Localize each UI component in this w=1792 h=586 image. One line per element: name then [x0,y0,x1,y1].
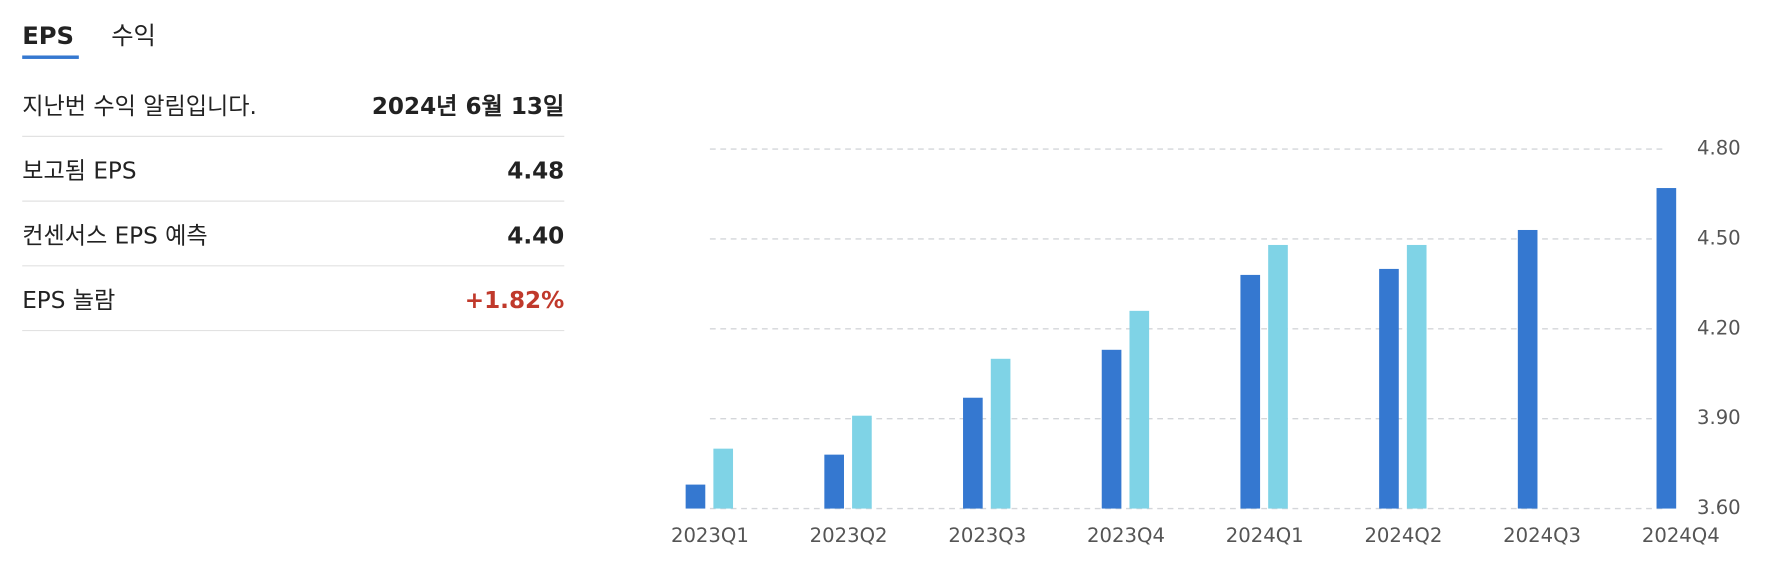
row-value: 2024년 6월 13일 [372,94,564,120]
y-tick-label: 3.90 [1697,406,1741,429]
bar [824,454,844,509]
x-tick-label: 2023Q2 [810,524,888,547]
x-tick-label: 2023Q1 [671,524,749,547]
x-tick-label: 2023Q4 [1087,524,1165,547]
bar [1406,244,1427,509]
bar [713,448,734,509]
row-label: EPS 놀람 [22,288,115,314]
y-tick-label: 4.20 [1697,316,1741,339]
bar [1101,349,1122,509]
bar [1656,188,1677,509]
tab-underline [22,55,79,59]
row-value: 4.48 [507,159,564,185]
bar [852,415,872,509]
bar [1268,244,1288,509]
bar [990,358,1011,509]
row-label: 보고됨 EPS [22,159,136,185]
x-tick-label: 2024Q2 [1364,524,1442,547]
x-tick-label: 2024Q3 [1503,524,1581,547]
tab-eps[interactable]: EPS [22,21,74,50]
x-tick-label: 2024Q1 [1226,524,1304,547]
row-value: +1.82% [465,288,565,314]
x-tick-label: 2023Q3 [948,524,1026,547]
y-tick-label: 4.80 [1697,137,1741,160]
row-label: 지난번 수익 알림입니다. [22,94,257,120]
bar [1517,229,1538,509]
tab-revenue[interactable]: 수익 [111,21,156,50]
bar [685,484,706,509]
bar [963,397,983,509]
row-label: 컨센서스 EPS 예측 [22,223,207,249]
y-tick-label: 3.60 [1697,496,1741,519]
y-tick-label: 4.50 [1697,226,1741,249]
bar [1240,274,1261,509]
row-value: 4.40 [507,223,564,249]
bar [1129,310,1150,509]
x-tick-label: 2024Q4 [1642,524,1720,547]
bar [1379,268,1399,509]
